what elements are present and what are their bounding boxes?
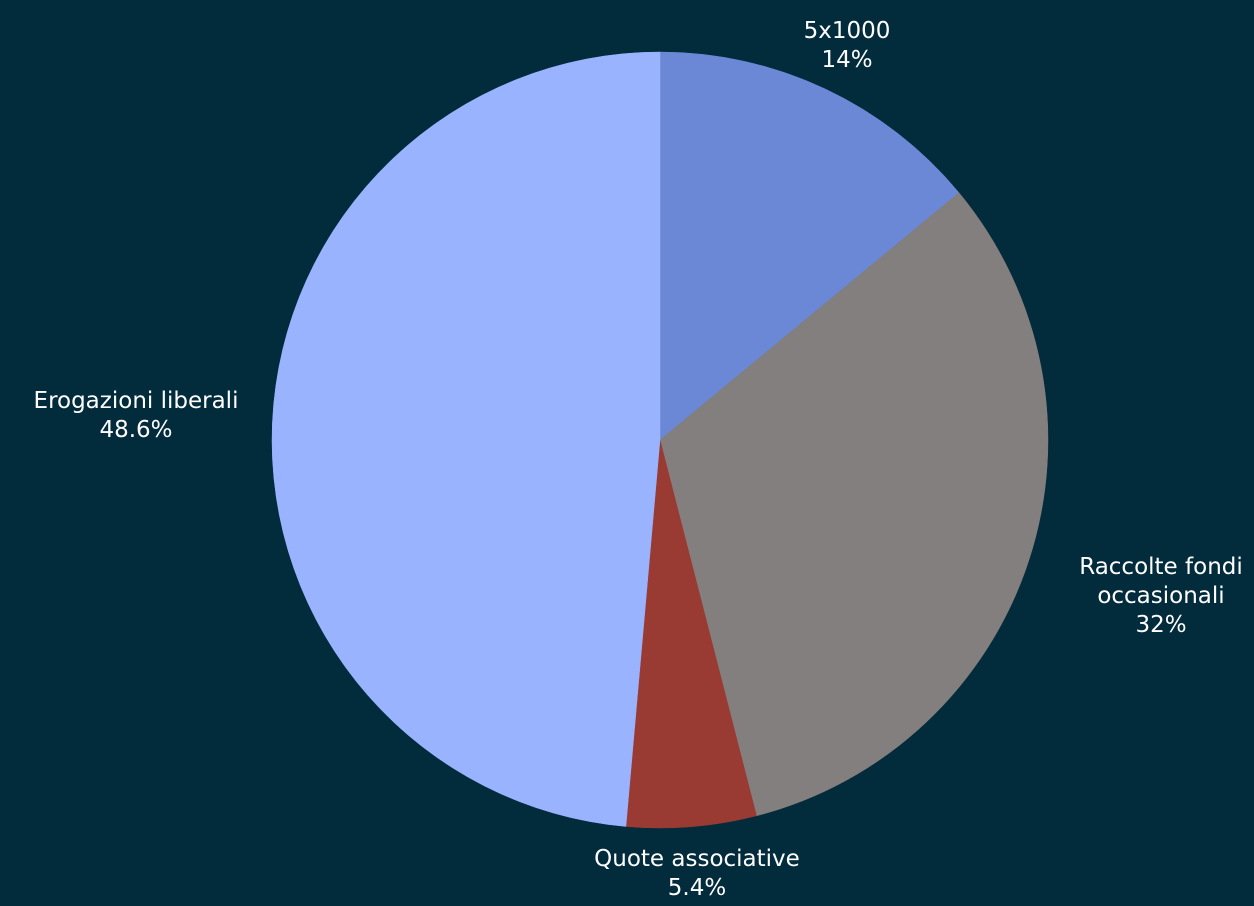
slice-category-label: Erogazioni liberali xyxy=(34,388,239,414)
slice-value-label: 5.4% xyxy=(668,875,726,901)
slice-label-2: Quote associative 5.4% xyxy=(594,846,800,901)
pie-slice-3 xyxy=(271,51,661,827)
slice-label-1: Raccolte fondi occasionali 32% xyxy=(1079,554,1243,638)
slice-value-label: 14% xyxy=(821,47,872,73)
slice-category-label: 5x1000 xyxy=(804,18,891,44)
pie-slice-2 xyxy=(625,439,757,829)
pie-slice-0 xyxy=(659,51,960,441)
slice-category-label: Raccolte fondi xyxy=(1079,554,1243,580)
pie-labels: 5x1000 14% Raccolte fondi occasionali 32% Quo… xyxy=(34,18,1243,901)
pie-slice-1 xyxy=(659,192,1049,817)
slice-category-label: Quote associative xyxy=(594,846,800,872)
slice-value-label: 32% xyxy=(1135,612,1186,638)
slice-category-label: occasionali xyxy=(1097,583,1224,609)
pie-slices xyxy=(271,51,1049,829)
slice-label-3: Erogazioni liberali 48.6% xyxy=(34,388,239,443)
slice-value-label: 48.6% xyxy=(99,417,172,443)
slice-label-0: 5x1000 14% xyxy=(804,18,891,73)
